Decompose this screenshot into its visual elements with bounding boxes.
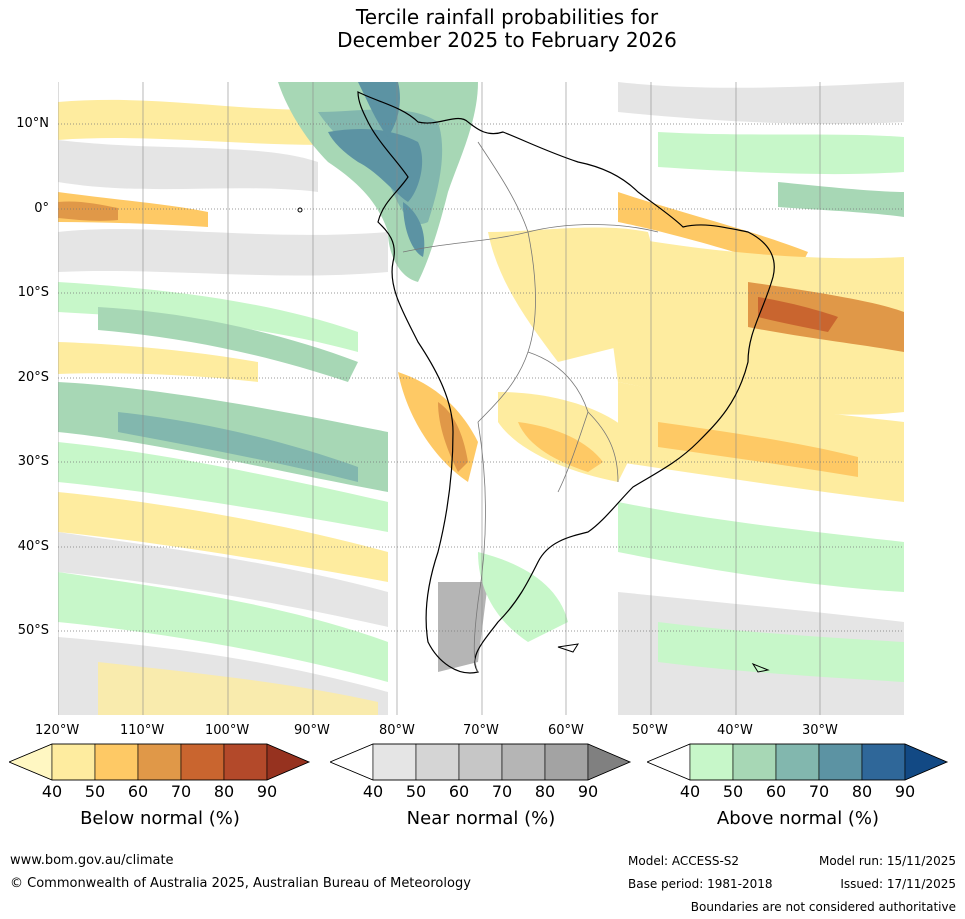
lon-label-70w: 70°W — [463, 723, 499, 738]
near-colorbar-segment — [544, 743, 589, 781]
below-tick-80: 80 — [213, 782, 235, 801]
lat-label-30s: 30°S — [17, 454, 49, 469]
near-tick-80: 80 — [534, 782, 556, 801]
near-colorbar-segment — [501, 743, 546, 781]
near-colorbar-segment — [587, 743, 631, 781]
near-tick-90: 90 — [577, 782, 599, 801]
lat-label-10s: 10°S — [17, 285, 49, 300]
country-borders — [402, 141, 659, 673]
lon-label-60w: 60°W — [548, 723, 584, 738]
footer-base-period: Base period: 1981-2018 — [628, 877, 773, 891]
near-normal-colorbar — [330, 743, 632, 781]
above-colorbar-segment — [861, 743, 906, 781]
below-tick-70: 70 — [170, 782, 192, 801]
below-tick-90: 90 — [256, 782, 278, 801]
below-colorbar-segment — [137, 743, 182, 781]
near-tick-60: 60 — [448, 782, 470, 801]
lon-label-110w: 110°W — [120, 723, 165, 738]
lon-label-50w: 50°W — [632, 723, 668, 738]
near-normal-title: Near normal (%) — [406, 808, 556, 829]
above-tick-90: 90 — [894, 782, 916, 801]
below-tick-50: 50 — [84, 782, 106, 801]
below-normal-colorbar — [9, 743, 311, 781]
near-colorbar-segment — [372, 743, 417, 781]
above-colorbar-segment — [732, 743, 777, 781]
near-colorbar-segment — [458, 743, 503, 781]
lon-label-80w: 80°W — [379, 723, 415, 738]
above-colorbar-segment — [818, 743, 863, 781]
above-colorbar-segment — [775, 743, 820, 781]
below-colorbar-segment — [51, 743, 96, 781]
lat-label-50s: 50°S — [17, 623, 49, 638]
above-tick-60: 60 — [765, 782, 787, 801]
map-meridians — [58, 82, 821, 715]
lon-label-40w: 40°W — [717, 723, 753, 738]
map-title-line-2: December 2025 to February 2026 — [337, 28, 677, 52]
above-colorbar-segment — [904, 743, 948, 781]
rainfall-probability-map — [58, 82, 904, 715]
footer-issued: Issued: 17/11/2025 — [840, 877, 956, 891]
lat-label-40s: 40°S — [17, 539, 49, 554]
footer-disclaimer: Boundaries are not considered authoritat… — [690, 900, 956, 914]
lon-label-100w: 100°W — [205, 723, 250, 738]
above-normal-colorbar — [647, 743, 949, 781]
islands — [297, 207, 770, 673]
above-tick-40: 40 — [679, 782, 701, 801]
lat-label-0: 0° — [34, 201, 49, 216]
south-america-coastline — [357, 91, 775, 674]
map-title-line-1: Tercile rainfall probabilities for — [355, 5, 659, 29]
below-colorbar-segment — [266, 743, 310, 781]
probability-shading — [58, 82, 904, 715]
footer-copyright: © Commonwealth of Australia 2025, Austra… — [10, 876, 471, 891]
lat-label-20s: 20°S — [17, 370, 49, 385]
below-normal-title: Below normal (%) — [80, 808, 240, 829]
above-colorbar-segment — [689, 743, 734, 781]
below-colorbar-segment — [223, 743, 268, 781]
above-tick-80: 80 — [851, 782, 873, 801]
below-colorbar-segment — [180, 743, 225, 781]
footer-website-link[interactable]: www.bom.gov.au/climate — [10, 853, 174, 868]
map-gridlines — [58, 123, 904, 632]
near-colorbar-segment — [330, 743, 374, 781]
near-tick-40: 40 — [362, 782, 384, 801]
near-tick-70: 70 — [491, 782, 513, 801]
footer-model: Model: ACCESS-S2 — [628, 854, 740, 868]
lon-label-30w: 30°W — [802, 723, 838, 738]
below-tick-40: 40 — [41, 782, 63, 801]
lon-label-120w: 120°W — [35, 723, 80, 738]
near-colorbar-segment — [415, 743, 460, 781]
footer-model-run: Model run: 15/11/2025 — [818, 854, 956, 868]
below-tick-60: 60 — [127, 782, 149, 801]
above-tick-70: 70 — [808, 782, 830, 801]
below-colorbar-segment — [94, 743, 139, 781]
lat-label-10n: 10°N — [16, 116, 49, 131]
above-normal-title: Above normal (%) — [716, 808, 880, 829]
near-tick-50: 50 — [405, 782, 427, 801]
above-tick-50: 50 — [722, 782, 744, 801]
lon-label-90w: 90°W — [294, 723, 330, 738]
above-colorbar-segment — [647, 743, 691, 781]
below-colorbar-segment — [9, 743, 53, 781]
